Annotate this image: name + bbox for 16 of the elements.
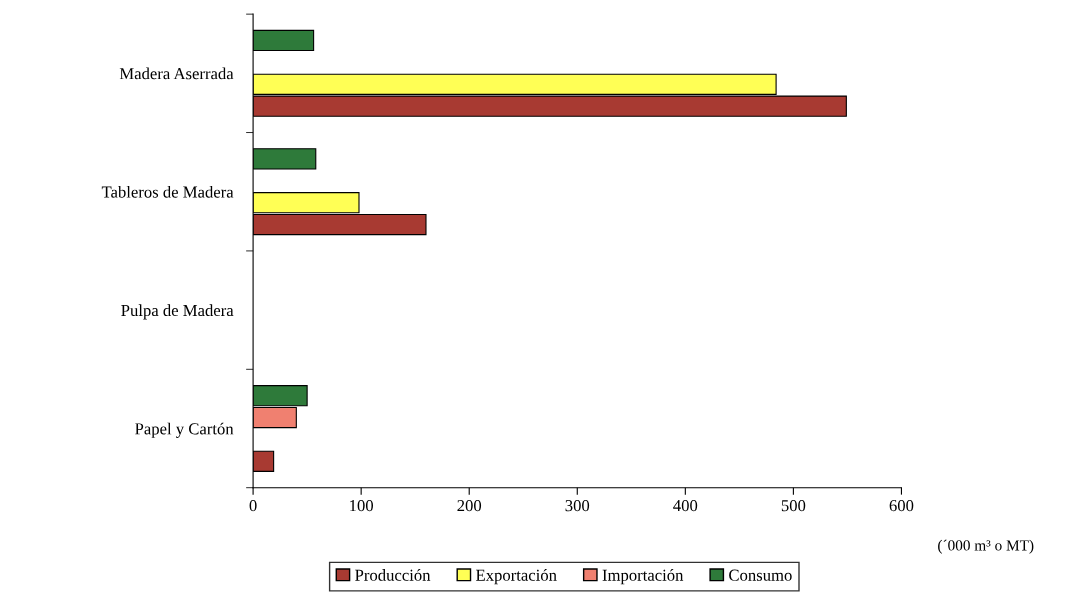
x-tick-label: 100 [350, 499, 374, 512]
x-tick-label: 400 [673, 499, 698, 512]
x-tick-label: 500 [781, 499, 806, 512]
legend-label: Consumo [729, 569, 792, 581]
y-tick-label: Papel y Cartón [135, 422, 234, 438]
legend-label: Exportación [476, 569, 557, 585]
x-tick-label: 300 [565, 499, 590, 512]
y-tick-label: Tableros de Madera [101, 185, 234, 198]
x-tick-label: 0 [249, 499, 257, 512]
x-tick-label: 200 [457, 499, 482, 512]
x-axis-title: (´000 m³ o MT) [938, 539, 1034, 554]
legend-label: Importación [602, 569, 684, 585]
x-tick-label: 600 [889, 499, 914, 512]
legend-label: Producción [355, 569, 431, 581]
y-tick-label: Madera Aserrada [119, 67, 234, 80]
y-tick-label: Pulpa de Madera [121, 304, 234, 320]
